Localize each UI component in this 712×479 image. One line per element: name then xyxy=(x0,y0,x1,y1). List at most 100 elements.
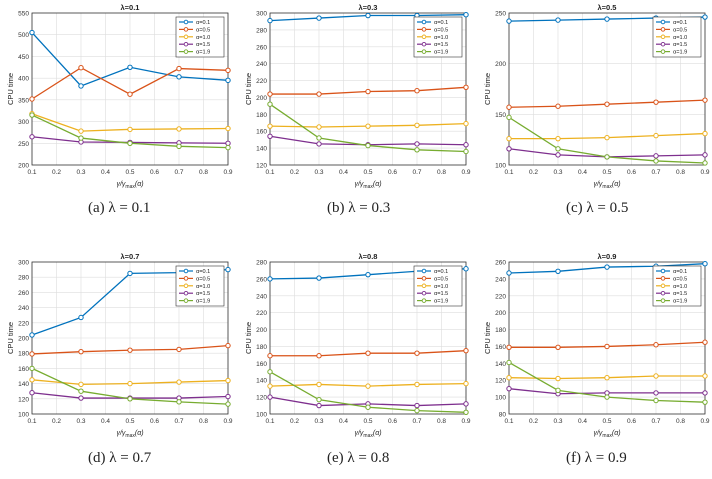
legend-entry: α=0.5 xyxy=(673,276,687,282)
data-point xyxy=(267,133,273,139)
x-tick-label: 0.9 xyxy=(461,169,470,176)
legend-entry: α=0.5 xyxy=(196,276,210,282)
data-point xyxy=(506,344,512,350)
data-point xyxy=(78,348,84,355)
legend-marker xyxy=(421,283,427,289)
legend-entry: α=1.9 xyxy=(196,50,210,56)
y-tick-label: 140 xyxy=(18,381,29,388)
legend-entry: α=0.1 xyxy=(434,20,448,26)
data-point xyxy=(267,353,273,359)
legend-marker xyxy=(421,19,427,25)
data-point xyxy=(555,152,561,158)
data-point xyxy=(267,91,273,97)
legend-marker xyxy=(421,34,427,40)
legend-marker xyxy=(421,41,427,47)
x-tick-label: 0.3 xyxy=(553,418,562,425)
data-point xyxy=(702,14,708,20)
legend-marker xyxy=(183,283,189,289)
data-point xyxy=(225,266,231,273)
data-point xyxy=(225,77,231,84)
y-tick-label: 120 xyxy=(495,378,506,385)
legend-entry: α=1.5 xyxy=(196,42,210,48)
x-tick-label: 0.7 xyxy=(412,169,421,176)
data-point xyxy=(653,99,659,105)
legend-marker xyxy=(660,27,666,32)
x-tick-label: 0.7 xyxy=(412,418,421,425)
data-point xyxy=(267,369,273,375)
caption-b: (b) λ = 0.3 xyxy=(327,200,391,216)
y-tick-label: 220 xyxy=(18,320,29,327)
chart-title: λ=0.7 xyxy=(121,252,140,261)
x-tick-label: 0.4 xyxy=(101,418,110,425)
y-tick-label: 180 xyxy=(256,344,267,351)
data-point xyxy=(176,399,182,405)
chart-a: 200 250 300 350 400 450 500 550 0.1 0.2 0.3 0.4 0.5 0… xyxy=(6,3,233,190)
legend-entry: α=1.5 xyxy=(196,291,210,297)
data-point xyxy=(555,135,561,142)
data-point xyxy=(78,65,84,71)
legend-marker xyxy=(421,27,427,32)
data-point xyxy=(463,409,469,416)
data-point xyxy=(225,140,231,146)
axes-frame xyxy=(269,261,467,415)
legend-marker xyxy=(660,49,666,54)
data-point xyxy=(506,374,512,381)
x-axis-label: γ/γmax(α) xyxy=(354,181,381,190)
y-axis-label: CPU time xyxy=(244,73,253,105)
y-tick-label: 140 xyxy=(256,378,267,385)
data-point xyxy=(555,103,561,109)
y-tick-label: 240 xyxy=(256,293,267,300)
y-tick-label: 180 xyxy=(256,112,267,119)
legend-marker xyxy=(183,290,189,296)
legend-marker xyxy=(183,27,189,32)
legend-entry: α=0.5 xyxy=(196,27,210,33)
legend-entry: α=0.1 xyxy=(196,20,210,26)
data-point xyxy=(414,87,420,94)
y-tick-label: 220 xyxy=(256,78,267,85)
data-point xyxy=(702,97,708,103)
y-tick-label: 100 xyxy=(495,395,506,402)
data-point xyxy=(78,83,84,89)
legend-marker xyxy=(183,298,189,303)
data-point xyxy=(365,383,371,389)
x-tick-label: 0.4 xyxy=(578,418,587,425)
legend-marker xyxy=(421,290,427,296)
legend: α=0.1α=0.5 α=1.0α=1.5 α=1.9 xyxy=(413,265,463,307)
y-tick-label: 280 xyxy=(18,275,29,282)
data-point xyxy=(78,314,84,321)
x-tick-label: 0.4 xyxy=(339,418,348,425)
legend-entry: α=1.0 xyxy=(673,284,687,290)
legend-entry: α=1.9 xyxy=(196,299,210,305)
data-point xyxy=(127,126,133,133)
data-point xyxy=(267,123,273,129)
x-tick-label: 0.1 xyxy=(504,418,513,425)
legend-entry: α=1.5 xyxy=(434,291,448,297)
data-point xyxy=(506,146,512,152)
data-point xyxy=(316,381,322,388)
legend-entry: α=0.1 xyxy=(196,269,210,275)
legend-marker xyxy=(660,19,666,25)
x-tick-label: 0.2 xyxy=(529,418,538,425)
y-tick-label: 260 xyxy=(18,290,29,297)
data-point xyxy=(78,128,84,134)
legend-marker xyxy=(660,283,666,289)
legend-entry: α=1.9 xyxy=(673,299,687,305)
data-point xyxy=(365,123,371,129)
data-point xyxy=(29,351,35,357)
data-point xyxy=(225,342,231,349)
y-tick-label: 200 xyxy=(495,310,506,317)
data-point xyxy=(29,112,35,118)
chart-title: λ=0.3 xyxy=(359,3,378,12)
y-tick-label: 100 xyxy=(495,163,506,170)
data-point xyxy=(176,379,182,385)
data-point xyxy=(127,91,133,97)
x-tick-label: 0.1 xyxy=(265,169,274,176)
data-point xyxy=(463,380,469,387)
legend-marker xyxy=(660,268,666,274)
y-axis-label: CPU time xyxy=(6,73,15,105)
data-point xyxy=(555,17,561,23)
data-point xyxy=(316,275,322,281)
chart-d: 100 120 140 160 180 200 220 240 260 280 300 0.1 0.2 0… xyxy=(6,252,233,439)
x-tick-label: 0.3 xyxy=(314,169,323,176)
